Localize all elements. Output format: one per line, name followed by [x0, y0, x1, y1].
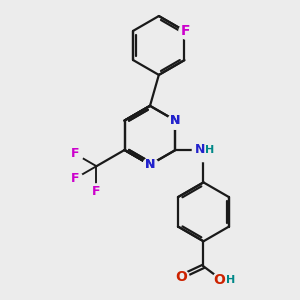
- Text: N: N: [170, 114, 181, 127]
- Text: O: O: [213, 273, 225, 286]
- Text: N: N: [145, 158, 155, 171]
- Text: N: N: [170, 114, 181, 127]
- Text: H: H: [205, 145, 214, 155]
- Text: H: H: [226, 274, 235, 285]
- Text: F: F: [70, 147, 79, 160]
- Text: F: F: [92, 185, 101, 198]
- Text: F: F: [70, 172, 79, 185]
- Text: N: N: [145, 158, 155, 171]
- Text: N: N: [195, 143, 205, 157]
- Text: F: F: [181, 24, 190, 38]
- Text: O: O: [176, 270, 187, 283]
